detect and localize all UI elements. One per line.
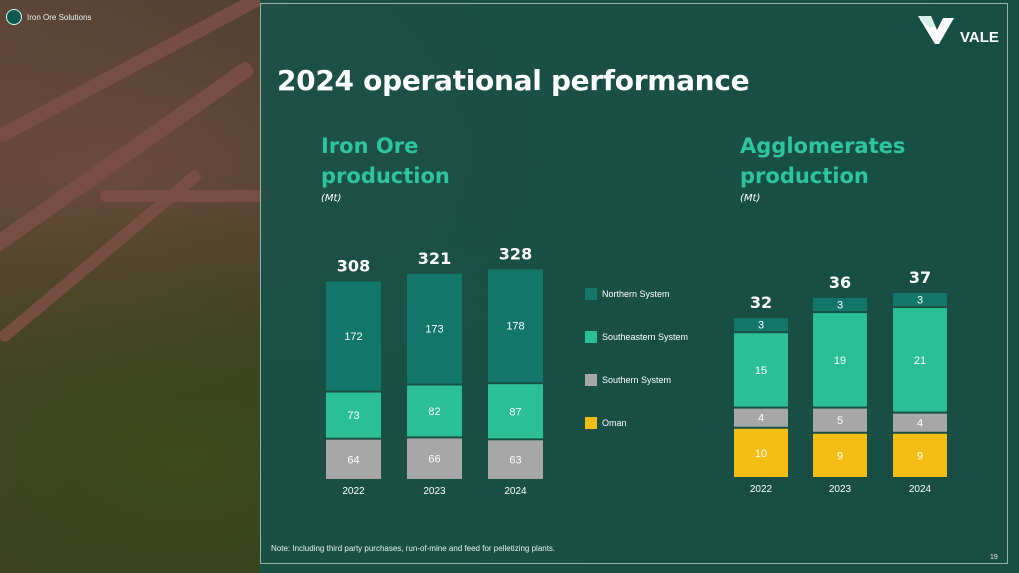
legend-item-southeastern: Southeastern System [585,331,688,343]
data-label: 9 [917,450,923,462]
bar-segment [734,333,788,407]
agglomerates-chart-title: Agglomerates production [740,134,906,188]
legend-item-southern: Southern System [585,374,671,386]
tick-label: 2024 [504,486,527,497]
data-label: 10 [755,448,767,460]
legend-item-oman: Oman [585,417,627,429]
legend-item-northern: Northern System [585,288,670,300]
brand-name: VALE [960,28,999,46]
data-label: 73 [347,410,359,422]
brand-logo: VALE [918,14,999,46]
tick-label: 2023 [423,486,446,497]
content-panel [260,0,1019,573]
total-label: 321 [418,249,451,268]
total-label: 328 [499,244,532,263]
data-label: 19 [834,355,846,367]
bar-segment [488,269,543,383]
bar-segment [893,413,947,432]
total-label: 36 [829,273,851,292]
unit-logo-icon [6,9,22,25]
bar-segment [326,392,381,438]
bar-segment [813,408,867,432]
data-label: 15 [755,365,767,377]
bar-segment [893,308,947,412]
bar-segment [326,281,381,391]
data-label: 3 [758,320,764,332]
total-label: 37 [909,268,931,287]
data-label: 82 [428,406,440,418]
page-title: 2024 operational performance [277,64,750,97]
data-label: 9 [837,450,843,462]
bar-segment [488,384,543,439]
bar-segment [813,433,867,477]
data-label: 4 [758,413,764,425]
agglomerates-unit: (Mt) [740,193,761,204]
legend-swatch [585,374,597,386]
bar-segment [734,318,788,332]
data-label: 172 [344,331,362,343]
data-label: 173 [425,324,443,336]
tick-label: 2022 [750,484,773,495]
legend-label: Northern System [602,289,670,299]
vale-v-icon [918,16,954,44]
data-label: 3 [917,295,923,307]
bar-segment [488,440,543,479]
bar-segment [407,438,462,479]
bar-segment [326,439,381,479]
bar-segment [893,433,947,477]
legend-swatch [585,331,597,343]
data-label: 5 [837,415,843,427]
content-frame [260,3,1008,564]
data-label: 63 [509,455,521,467]
bar-segment [813,313,867,407]
data-label: 3 [837,300,843,312]
legend-swatch [585,288,597,300]
data-label: 64 [347,454,359,466]
tick-label: 2023 [829,484,852,495]
bar-segment [893,293,947,307]
data-label: 87 [509,406,521,418]
tick-label: 2024 [909,484,932,495]
iron-ore-chart-title: Iron Ore production [321,134,450,188]
bar-segment [734,428,788,477]
legend-label: Oman [602,418,627,428]
page-number: 19 [990,554,998,561]
top-bar: Iron Ore Solutions [6,8,91,26]
iron-ore-unit: (Mt) [321,193,342,204]
data-label: 178 [506,321,524,333]
legend-swatch [585,417,597,429]
data-label: 4 [917,418,923,430]
bar-segment [407,273,462,384]
unit-label: Iron Ore Solutions [27,12,92,22]
data-label: 21 [914,355,926,367]
tick-label: 2022 [342,486,365,497]
footnote: Note: Including third party purchases, r… [271,544,556,553]
bar-segment [734,408,788,427]
legend-label: Southeastern System [602,332,689,342]
data-label: 66 [428,454,440,466]
total-label: 32 [750,293,772,312]
bar-segment [813,298,867,312]
legend-label: Southern System [602,375,672,385]
bar-segment [407,385,462,437]
total-label: 308 [337,257,370,276]
